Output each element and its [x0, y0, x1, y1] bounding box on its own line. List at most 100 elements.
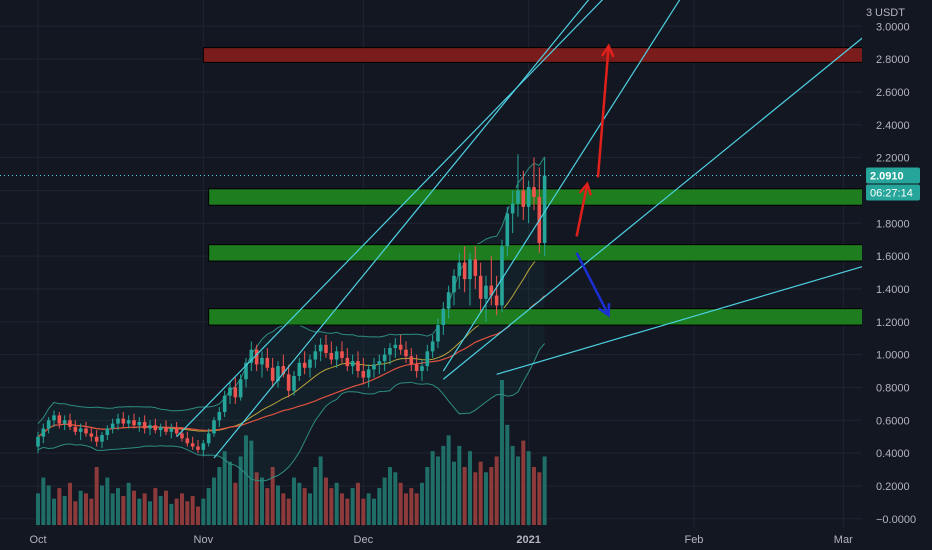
candle-body [441, 308, 446, 326]
volume-bar [217, 467, 222, 525]
candle-body [286, 374, 291, 391]
candle-body [510, 203, 515, 214]
candle-body [68, 420, 72, 427]
volume-bar [355, 482, 360, 525]
candle-body [425, 351, 430, 367]
y-tick-label: 1.6000 [876, 251, 910, 263]
volume-bar [89, 498, 94, 525]
x-tick-label: Feb [684, 534, 703, 546]
volume-bar [499, 380, 504, 525]
volume-bar [73, 501, 78, 525]
candle-body [121, 418, 126, 424]
y-tick-label: −0.0000 [876, 514, 916, 526]
candle-body [265, 357, 270, 368]
y-tick-label: 0.4000 [876, 448, 910, 460]
volume-bar [457, 445, 462, 525]
candle-body [228, 387, 232, 396]
candle-body [409, 356, 414, 365]
candle-body [116, 418, 120, 424]
volume-bar [425, 467, 430, 525]
candle-body [222, 395, 227, 413]
candle-body [521, 190, 526, 207]
trendlines [176, 0, 865, 459]
candle-body [62, 420, 67, 424]
candle-body [126, 420, 131, 424]
volume-bar [190, 496, 195, 525]
candle-body [206, 433, 211, 444]
volume-bar [105, 477, 110, 525]
volume-bar [446, 435, 451, 525]
candle-body [457, 262, 462, 276]
volume-bar [206, 488, 211, 525]
candle-body [436, 325, 440, 342]
candle-body [105, 428, 110, 436]
y-tick-label: 2.2000 [876, 153, 910, 165]
candle-body [462, 262, 467, 280]
volume-bar [57, 488, 62, 525]
time-axis: Oct Nov Dec 2021 Feb Mar [29, 534, 853, 546]
volume-bar [36, 493, 40, 525]
candle-body [212, 420, 216, 434]
volume-bar [435, 456, 440, 525]
volume-bar [419, 482, 424, 525]
volume-bar [483, 472, 488, 525]
arrow-head [578, 181, 593, 196]
volume-bar [211, 477, 216, 525]
candle-body [334, 351, 339, 360]
volume-bar [169, 503, 174, 525]
countdown-label: 06:27:14 [870, 188, 913, 200]
candle-body [318, 344, 323, 352]
candle-body [393, 344, 398, 349]
candle-body [430, 341, 435, 352]
volume-bar [41, 477, 46, 525]
candle-body [329, 352, 334, 360]
last-price-label: 2.0910 [870, 171, 904, 183]
candle-body [78, 428, 83, 432]
candle-body [377, 361, 382, 365]
arrow-head [598, 303, 611, 318]
candle-body [174, 428, 179, 434]
volume-bar [505, 424, 510, 525]
candle-body [89, 433, 94, 437]
volume-bar [51, 498, 56, 525]
candle-body [473, 259, 478, 276]
volume-bar [174, 498, 179, 525]
candle-body [233, 387, 238, 398]
candle-body [468, 259, 472, 280]
volume-bar [275, 485, 280, 525]
volume-bar [153, 488, 158, 525]
volume-bar [147, 501, 152, 525]
candle-body [148, 425, 152, 429]
volume-bar [334, 482, 339, 525]
candle-body [52, 415, 56, 421]
support-zone [208, 244, 869, 262]
volume-bar [403, 493, 408, 525]
volume-bar [531, 467, 536, 525]
candle-body [260, 357, 264, 365]
candle-body [372, 364, 376, 370]
candle-body [94, 436, 99, 442]
last-price-badge[interactable]: 2.0910 06:27:14 [866, 167, 920, 201]
volume-bar [489, 467, 494, 525]
trendline [213, 0, 590, 459]
candle-body [356, 361, 360, 372]
arrow-shaft [575, 252, 610, 316]
candle-body [57, 415, 62, 424]
volume-bar [409, 488, 414, 525]
y-tick-label: 0.8000 [876, 382, 910, 394]
candle-body [164, 426, 168, 432]
candle-body [297, 362, 302, 376]
volume-bar [163, 490, 168, 525]
volume-bar [270, 467, 275, 525]
volume-bar [398, 482, 403, 525]
axis-corner-number: 3 [866, 7, 872, 19]
band-lower [37, 343, 545, 482]
volume-bar [110, 493, 115, 525]
ma-long [37, 295, 546, 438]
candle-body [84, 428, 88, 434]
volume-bar [467, 451, 472, 525]
volume-bar [201, 498, 206, 525]
candle-body [361, 371, 366, 378]
volume-bar [78, 490, 83, 525]
